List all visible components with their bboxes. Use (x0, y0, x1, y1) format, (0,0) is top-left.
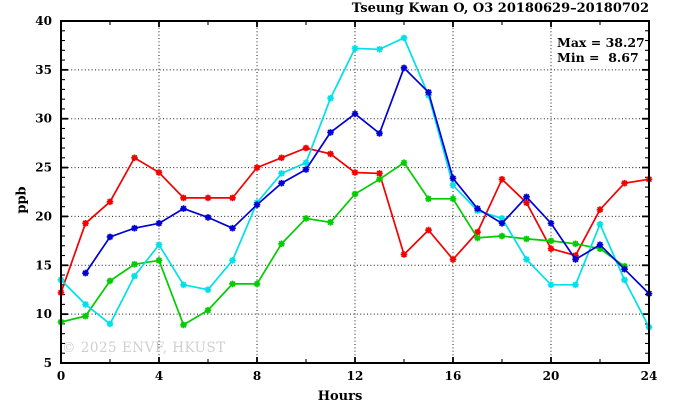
svg-text:20: 20 (543, 369, 560, 383)
series-markers-day-green (57, 159, 628, 329)
svg-text:12: 12 (347, 369, 364, 383)
svg-text:25: 25 (35, 161, 52, 175)
max-min-annotation: Max = 38.27 Min = 8.67 (557, 35, 645, 65)
svg-text:20: 20 (35, 209, 52, 223)
chart-title: Tseung Kwan O, O3 20180629–20180702 (351, 1, 649, 16)
svg-text:30: 30 (35, 112, 52, 126)
min-value-label: Min = 8.67 (557, 50, 639, 65)
max-value-label: Max = 38.27 (557, 35, 645, 50)
svg-text:8: 8 (253, 369, 261, 383)
watermark: © 2025 ENVF, HKUST (62, 340, 226, 356)
series-day-green (57, 159, 628, 329)
svg-text:10: 10 (35, 307, 52, 321)
series-day-blue (82, 64, 653, 297)
x-axis-label: Hours (317, 389, 363, 404)
series-line-day-green (60, 161, 625, 327)
series-markers-day-blue (82, 64, 653, 297)
y-tick-labels: 5 10 15 20 25 30 35 40 (35, 14, 52, 370)
x-tick-labels: 0 4 8 12 16 20 24 (57, 369, 658, 383)
series-line-day-blue (84, 66, 650, 295)
y-axis-label: ppb (14, 186, 30, 214)
svg-text:24: 24 (641, 369, 658, 383)
plot-frame (60, 20, 650, 364)
svg-text:35: 35 (35, 63, 52, 77)
svg-text:16: 16 (445, 369, 462, 383)
svg-text:40: 40 (35, 14, 52, 28)
svg-text:5: 5 (44, 356, 52, 370)
svg-text:15: 15 (35, 258, 52, 272)
svg-text:4: 4 (155, 369, 163, 383)
svg-text:0: 0 (57, 369, 65, 383)
